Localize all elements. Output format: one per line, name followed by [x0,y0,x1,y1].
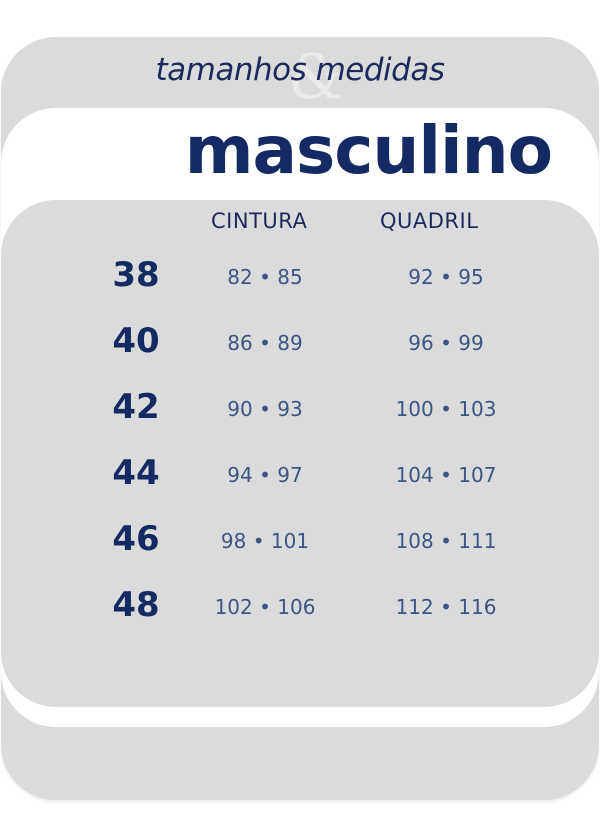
size-label: 42 [112,387,160,427]
quadril-value: 104 • 107 [395,463,497,487]
size-label: 44 [112,453,160,493]
column-header-cintura: CINTURA [211,209,308,233]
table-row: 42 90 • 93 100 • 103 [0,387,600,437]
cintura-value: 90 • 93 [227,397,303,421]
size-label: 48 [112,585,160,625]
page-title: masculino [184,112,553,189]
cintura-value: 94 • 97 [227,463,303,487]
cintura-value: 98 • 101 [220,529,310,553]
table-row: 44 94 • 97 104 • 107 [0,453,600,503]
cintura-value: 86 • 89 [227,331,303,355]
subtitle: tamanhos & medidas [0,40,600,113]
subtitle-left: tamanhos [155,52,307,88]
quadril-value: 108 • 111 [395,529,497,553]
table-panel [1,200,599,707]
ampersand: & [288,40,343,113]
table-row: 48 102 • 106 112 • 116 [0,585,600,635]
size-label: 46 [112,519,160,559]
size-label: 40 [112,321,160,361]
column-header-quadril: QUADRIL [380,209,479,233]
table-row: 40 86 • 89 96 • 99 [0,321,600,371]
size-label: 38 [112,255,160,295]
cintura-value: 82 • 85 [227,265,303,289]
quadril-value: 96 • 99 [408,331,484,355]
quadril-value: 112 • 116 [395,595,497,619]
quadril-value: 100 • 103 [395,397,497,421]
cintura-value: 102 • 106 [214,595,316,619]
subtitle-right: medidas [315,52,445,88]
table-row: 38 82 • 85 92 • 95 [0,255,600,305]
quadril-value: 92 • 95 [408,265,484,289]
table-row: 46 98 • 101 108 • 111 [0,519,600,569]
